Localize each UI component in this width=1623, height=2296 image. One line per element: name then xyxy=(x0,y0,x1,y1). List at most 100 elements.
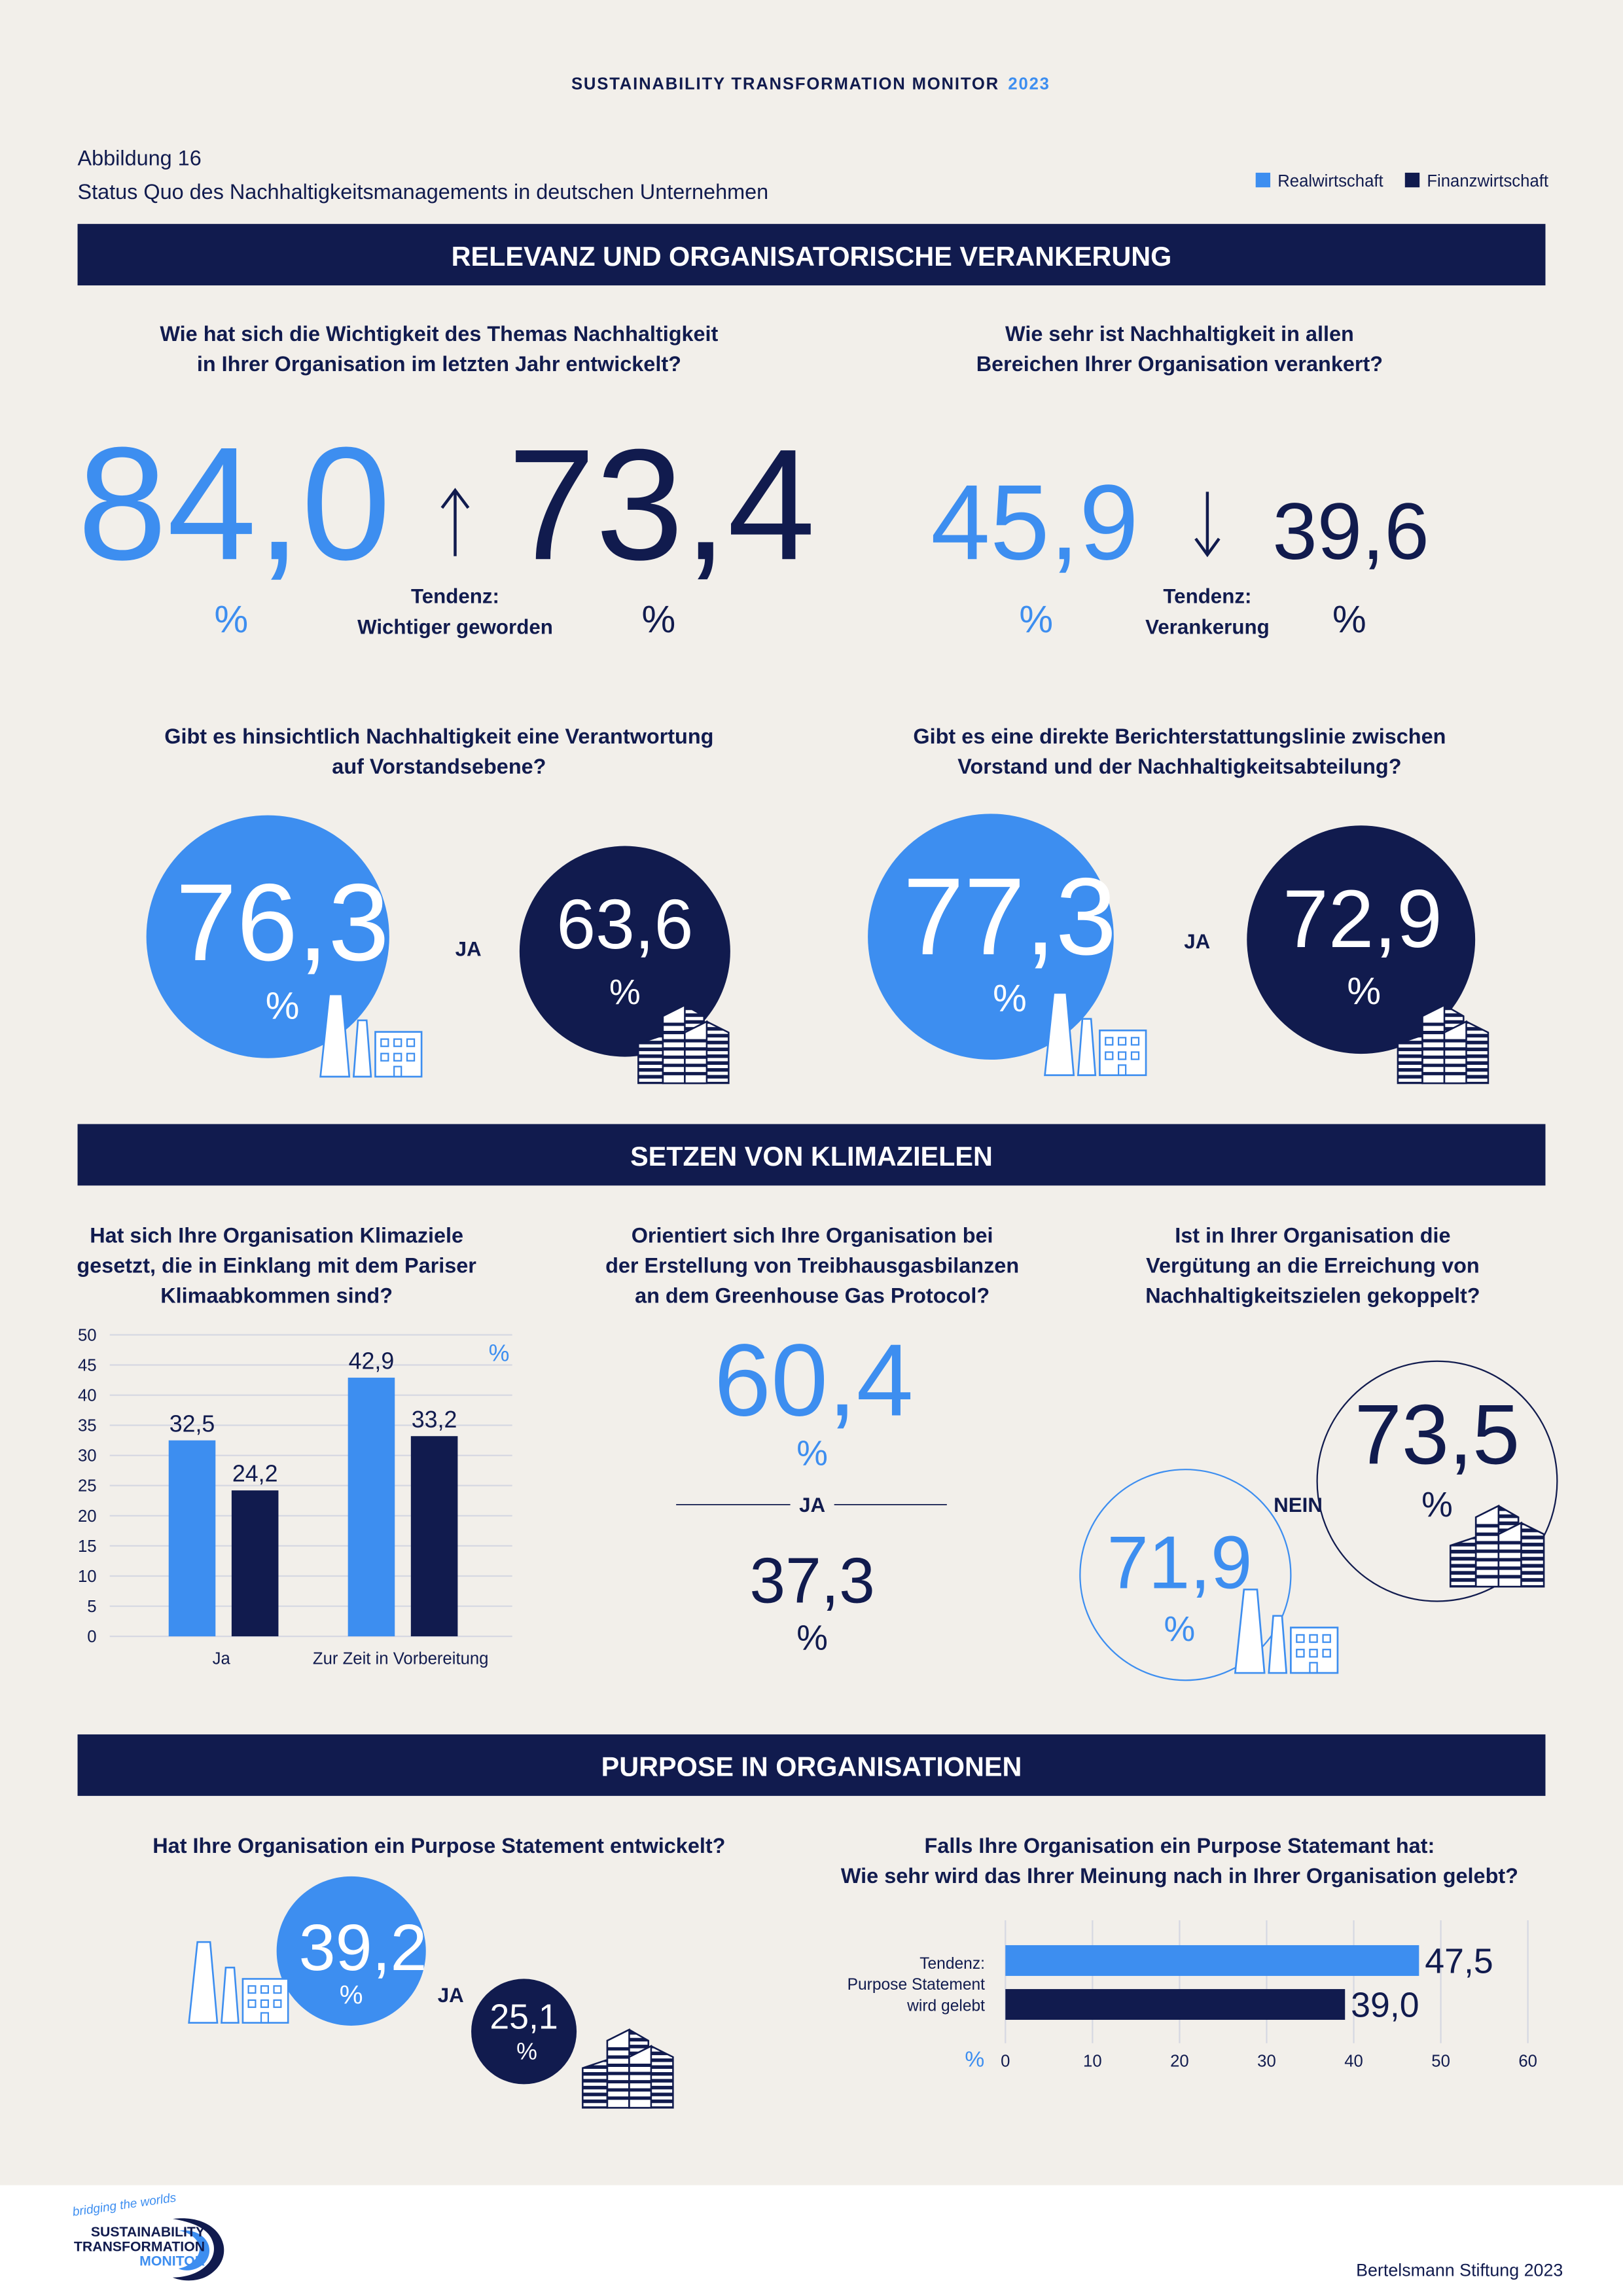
question: Gibt es eine direkte Berichterstattungsl… xyxy=(913,725,1446,748)
y-tick-label: wird gelebt xyxy=(906,1998,985,2015)
y-tick-label: 20 xyxy=(78,1507,97,1526)
bar xyxy=(168,1440,216,1637)
logo-text: SUSTAINABILITY xyxy=(91,2224,205,2240)
unit-label: % xyxy=(1421,1485,1453,1524)
answer-label: JA xyxy=(799,1494,825,1516)
bar xyxy=(1005,1945,1419,1976)
figure-label: Abbildung 16 xyxy=(78,147,202,170)
unit-label: % xyxy=(796,1433,828,1473)
question: gesetzt, die in Einklang mit dem Pariser xyxy=(77,1253,476,1277)
unit-label: % xyxy=(1347,970,1381,1013)
big-number: 73,4 xyxy=(508,416,815,593)
trend-arrow-down xyxy=(1194,492,1221,558)
unit-label: % xyxy=(641,598,675,641)
y-tick-label: 15 xyxy=(78,1537,97,1556)
logo-text: TRANSFORMATION xyxy=(74,2238,205,2254)
value-label: 33,2 xyxy=(412,1407,457,1433)
big-number: 39,2 xyxy=(299,1911,427,1984)
y-tick-label: 45 xyxy=(78,1356,97,1374)
y-tick-label: Tendenz: xyxy=(919,1955,985,1973)
circle xyxy=(1316,1360,1558,1602)
answer-label: JA xyxy=(438,1984,464,2007)
value-label: 32,5 xyxy=(169,1410,215,1437)
page-header: SUSTAINABILITY TRANSFORMATION MONITOR 202… xyxy=(571,75,1050,93)
trend-label: Tendenz: xyxy=(1163,584,1251,607)
circle xyxy=(1079,1469,1292,1681)
x-tick-label: 50 xyxy=(1431,2053,1450,2071)
question: Klimaabkommen sind? xyxy=(160,1283,393,1307)
question: Wie sehr wird das Ihrer Meinung nach in … xyxy=(841,1864,1518,1888)
section-bar xyxy=(77,1734,1546,1796)
x-tick-label: 20 xyxy=(1170,2053,1189,2071)
big-number: 63,6 xyxy=(556,885,693,963)
y-tick-label: 50 xyxy=(78,1326,97,1344)
value-label: 24,2 xyxy=(232,1461,278,1487)
x-tick-label: 60 xyxy=(1518,2053,1537,2071)
question: an dem Greenhouse Gas Protocol? xyxy=(635,1283,990,1307)
unit-label: % xyxy=(965,2048,984,2072)
unit-label: % xyxy=(214,598,248,641)
circle xyxy=(471,1979,577,2085)
unit-label: % xyxy=(796,1618,828,1657)
big-number: 77,3 xyxy=(903,855,1116,978)
answer-label: NEIN xyxy=(1274,1494,1323,1516)
section-bar xyxy=(77,1124,1546,1186)
circle xyxy=(276,1876,426,2026)
answer-label: JA xyxy=(1184,930,1210,953)
trend-arrow-up xyxy=(440,488,470,556)
big-number: 71,9 xyxy=(1107,1521,1252,1604)
value-label: 47,5 xyxy=(1425,1941,1493,1981)
y-tick-label: 25 xyxy=(78,1477,97,1496)
question: Wie sehr ist Nachhaltigkeit in allen xyxy=(1005,322,1354,346)
question: Gibt es hinsichtlich Nachhaltigkeit eine… xyxy=(164,725,713,748)
unit-label: % xyxy=(609,973,641,1012)
big-number: 84,0 xyxy=(77,414,391,594)
value-label: 39,0 xyxy=(1351,1986,1419,2025)
question: Bereichen Ihrer Organisation verankert? xyxy=(976,352,1383,376)
big-number: 73,5 xyxy=(1355,1388,1520,1482)
header-title: SUSTAINABILITY TRANSFORMATION MONITOR xyxy=(571,75,999,93)
section-title: PURPOSE IN ORGANISATIONEN xyxy=(601,1752,1022,1782)
section-bar xyxy=(77,224,1546,286)
unit-label: % xyxy=(489,1340,510,1367)
question: Orientiert sich Ihre Organisation bei xyxy=(632,1224,993,1247)
figure-caption: Status Quo des Nachhaltigkeitsmanagement… xyxy=(78,180,769,204)
y-tick-label: 40 xyxy=(78,1387,97,1405)
section-title: RELEVANZ UND ORGANISATORISCHE VERANKERUN… xyxy=(452,242,1172,272)
legend-swatch xyxy=(1255,172,1271,188)
trend-label: Wichtiger geworden xyxy=(357,615,553,638)
unit-label: % xyxy=(1332,598,1366,641)
unit-label: % xyxy=(1019,598,1053,641)
section-title: SETZEN VON KLIMAZIELEN xyxy=(630,1141,993,1172)
big-number: 39,6 xyxy=(1272,487,1429,577)
x-tick-label: Ja xyxy=(213,1650,231,1668)
bar xyxy=(1005,1989,1346,2020)
question: Vergütung an die Erreichung von xyxy=(1146,1253,1480,1277)
question: auf Vorstandsebene? xyxy=(332,755,546,778)
question: Hat Ihre Organisation ein Purpose Statem… xyxy=(152,1834,725,1857)
question: Nachhaltigkeitszielen gekoppelt? xyxy=(1145,1283,1480,1307)
big-number: 76,3 xyxy=(175,861,389,984)
trend-label: Tendenz: xyxy=(411,584,499,607)
unit-label: % xyxy=(993,977,1027,1020)
question: Falls Ihre Organisation ein Purpose Stat… xyxy=(925,1834,1435,1857)
legend-swatch xyxy=(1404,172,1420,188)
y-tick-label: 35 xyxy=(78,1417,97,1435)
legend-label: Finanzwirtschaft xyxy=(1427,172,1548,190)
circle xyxy=(1247,825,1476,1054)
question: in Ihrer Organisation im letzten Jahr en… xyxy=(197,352,681,376)
header-year: 2023 xyxy=(1008,75,1050,93)
y-tick-label: 10 xyxy=(78,1568,97,1586)
big-number: 72,9 xyxy=(1283,873,1442,965)
x-tick-label: 10 xyxy=(1083,2053,1102,2071)
unit-label: % xyxy=(1164,1609,1196,1649)
footer xyxy=(0,2185,1623,2296)
question: Wie hat sich die Wichtigkeit des Themas … xyxy=(160,322,718,346)
footer-credit: Bertelsmann Stiftung 2023 xyxy=(1356,2260,1563,2280)
big-number: 25,1 xyxy=(490,1997,558,2036)
bar xyxy=(231,1490,279,1637)
unit-label: % xyxy=(266,984,300,1027)
x-tick-label: 30 xyxy=(1257,2053,1276,2071)
question: Hat sich Ihre Organisation Klimaziele xyxy=(90,1224,463,1247)
